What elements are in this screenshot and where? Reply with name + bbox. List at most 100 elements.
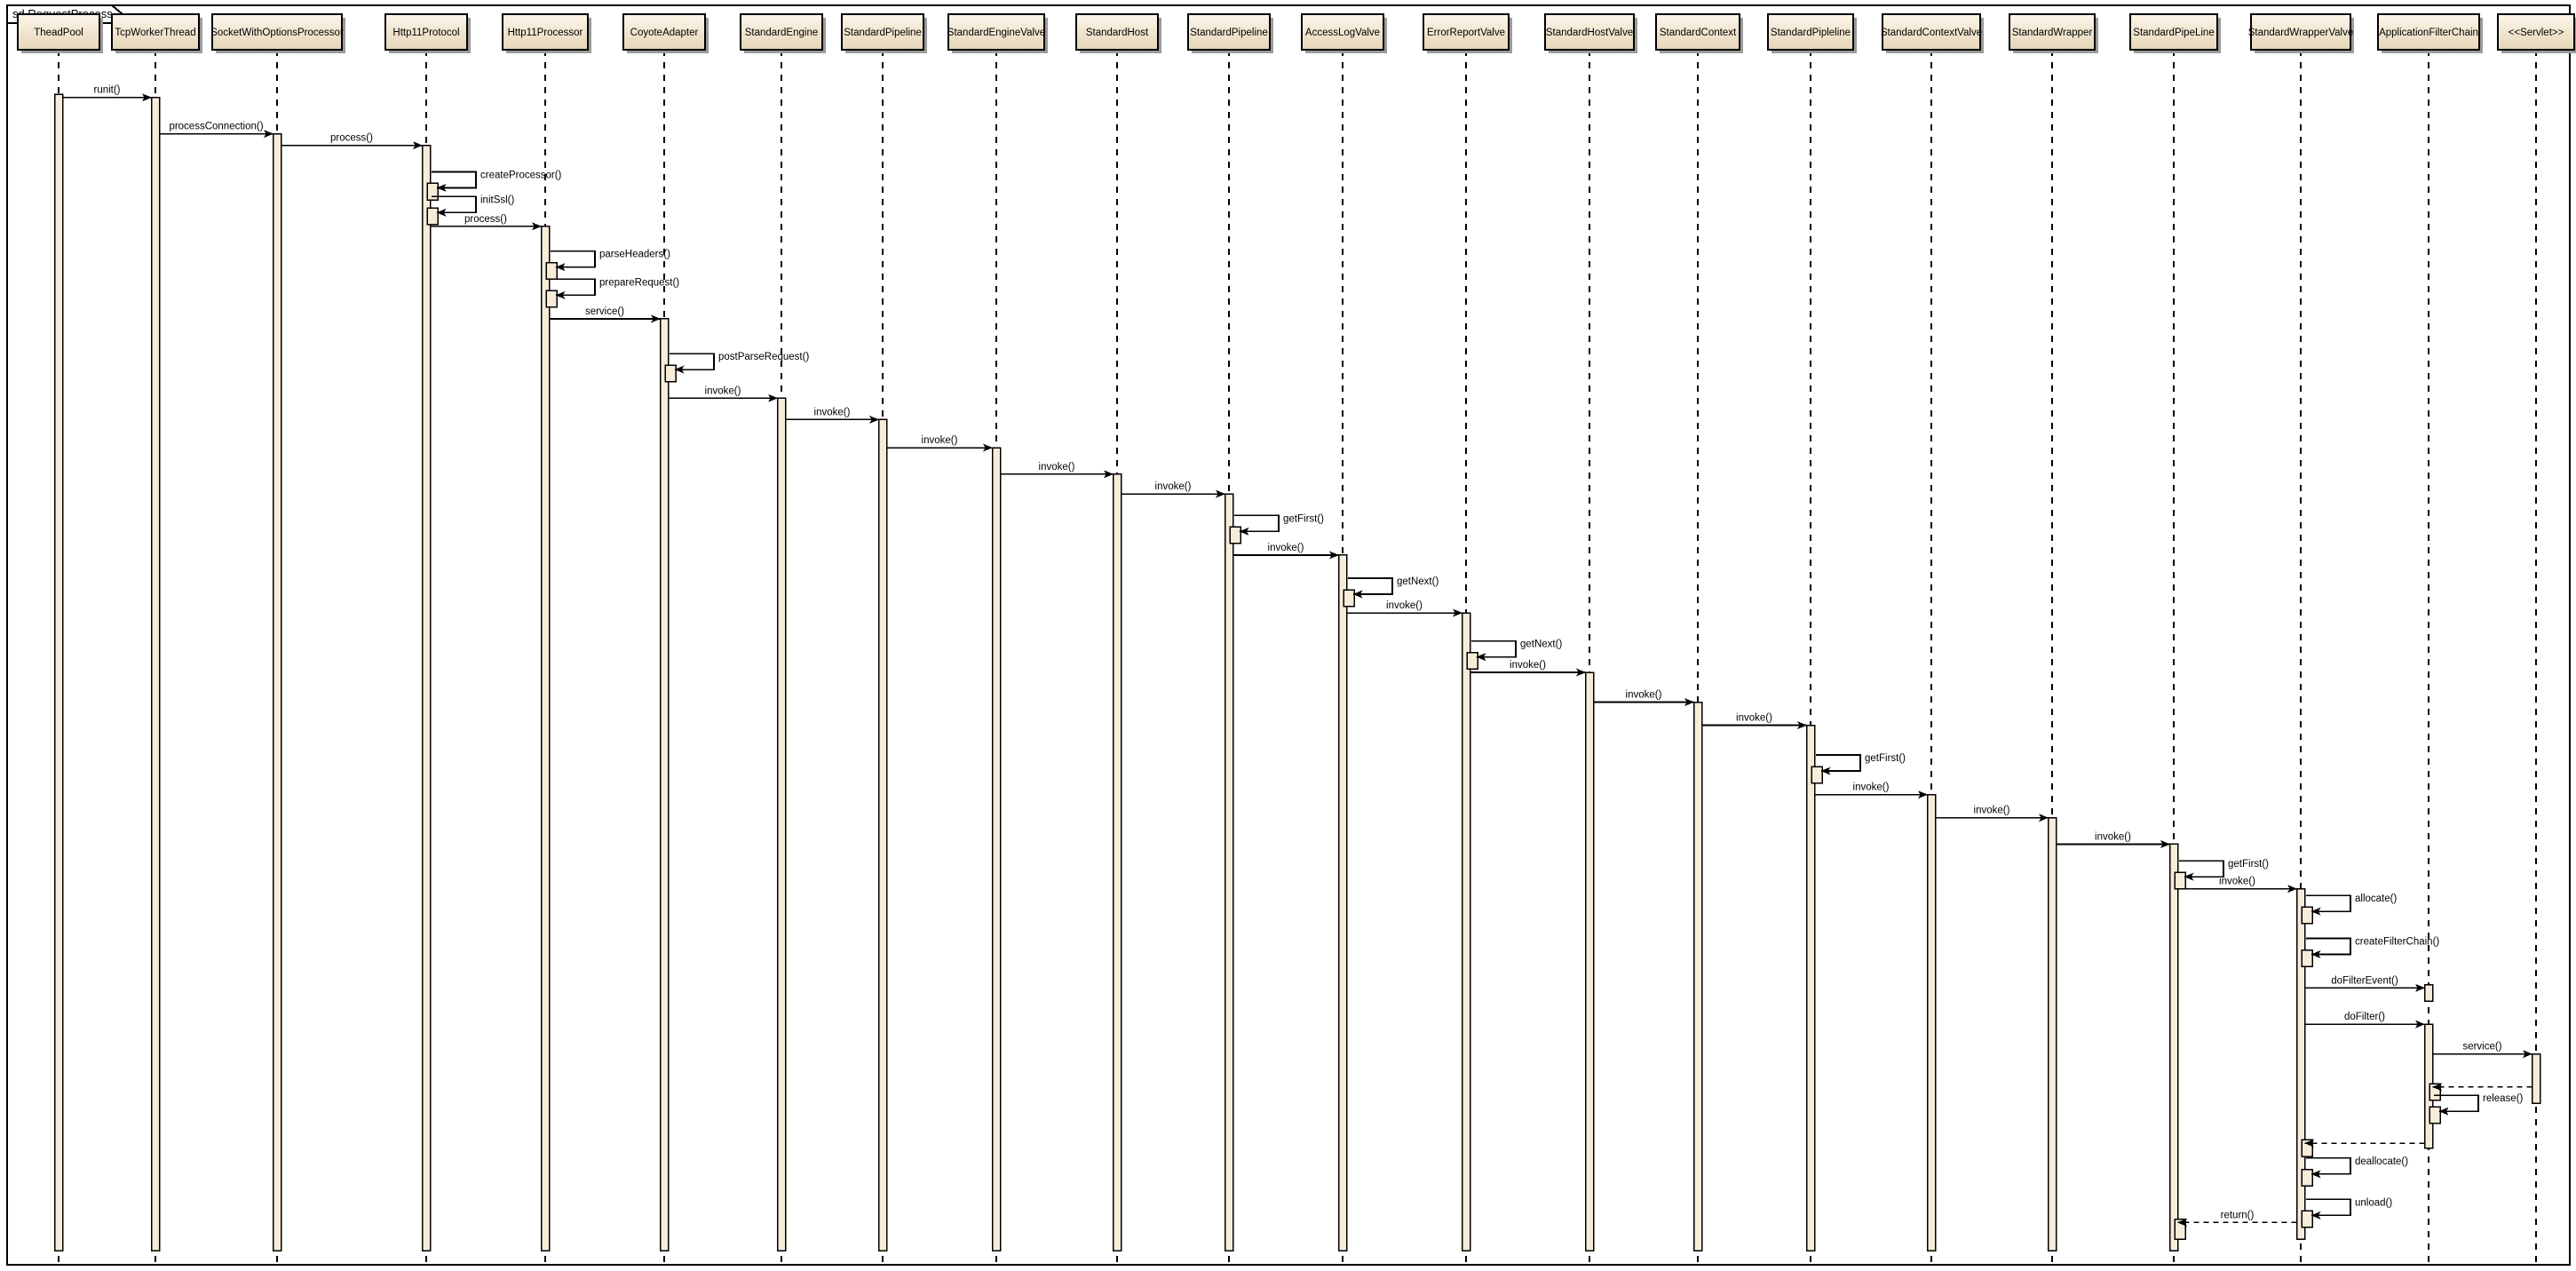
message-label: unload()	[2355, 1197, 2392, 1208]
message-5: process()	[430, 214, 542, 231]
activation-bar-http11proto	[426, 207, 439, 226]
participant-stdpipeline3[interactable]: StandardPipleline	[1767, 13, 1857, 53]
message-7: prepareRequest()	[551, 277, 679, 299]
participant-box[interactable]	[17, 13, 100, 51]
participant-errorrepvlv[interactable]: ErrorReportValve	[1423, 13, 1512, 53]
participant-box[interactable]	[1075, 13, 1159, 51]
participant-label: StandardPipeline	[1190, 28, 1268, 38]
message-arrow	[2306, 1157, 2351, 1179]
participant-stdpipeline4[interactable]: StandardPipeLine	[2129, 13, 2221, 53]
participant-box[interactable]	[2497, 13, 2575, 51]
message-label: invoke()	[2219, 877, 2255, 887]
frame-border	[6, 4, 2571, 1266]
message-label: service()	[2462, 1042, 2501, 1053]
participant-label: SocketWithOptionsProcessor	[210, 28, 344, 38]
message-6: parseHeaders()	[551, 250, 670, 272]
activation-bar-http11proto	[421, 144, 432, 1251]
participant-stdctxvlv[interactable]: StandardContextValve	[1881, 13, 1984, 53]
participant-threadpool[interactable]: TheadPool	[17, 13, 103, 53]
participant-box[interactable]	[2250, 13, 2351, 51]
participant-stdhostvlv[interactable]: StandardHostValve	[1544, 13, 1637, 53]
participant-box[interactable]	[1767, 13, 1854, 51]
participant-box[interactable]	[1187, 13, 1271, 51]
message-13: invoke()	[1000, 462, 1114, 479]
participant-box[interactable]	[1423, 13, 1510, 51]
participant-box[interactable]	[2009, 13, 2096, 51]
message-label: invoke()	[2095, 831, 2131, 842]
message-label: getNext()	[1397, 576, 1439, 587]
participant-tcpworker[interactable]: TcpWorkerThread	[111, 13, 202, 53]
participant-appfilter[interactable]: ApplicationFilterChain	[2377, 13, 2483, 53]
participant-box[interactable]	[947, 13, 1045, 51]
participant-box[interactable]	[841, 13, 924, 51]
message-label: invoke()	[1386, 600, 1423, 611]
message-9: postParseRequest()	[670, 352, 809, 374]
participant-stdpipeline2[interactable]: StandardPipeline	[1187, 13, 1273, 53]
message-arrow	[2306, 894, 2351, 916]
activation-bar-http11proto	[426, 182, 439, 201]
message-label: process()	[330, 133, 373, 144]
activation-bar-threadpool	[53, 93, 64, 1251]
participant-label: StandardHost	[1086, 28, 1149, 38]
participant-label: StandardEngine	[745, 28, 818, 38]
participant-http11proc[interactable]: Http11Processor	[502, 13, 591, 53]
diagram-frame: sd RequestProcess	[6, 4, 2571, 1266]
participant-box[interactable]	[2129, 13, 2218, 51]
message-17: getNext()	[1348, 576, 1439, 599]
participant-label: Http11Processor	[508, 28, 583, 38]
message-label: invoke()	[922, 435, 958, 446]
message-arrow	[1816, 754, 1861, 775]
participant-stdcontext[interactable]: StandardContext	[1655, 13, 1743, 53]
message-label: doFilterEvent()	[2331, 975, 2398, 986]
participant-label: StandardEngineValve	[947, 28, 1045, 38]
activation-bar-stdwrapper	[2047, 816, 2057, 1251]
activation-bar-accesslogvlv	[1337, 554, 1348, 1251]
participant-stdenginevlv[interactable]: StandardEngineValve	[947, 13, 1048, 53]
participant-label: ErrorReportValve	[1427, 28, 1505, 38]
message-37: deallocate()	[2306, 1156, 2408, 1179]
message-8: service()	[549, 306, 661, 323]
participant-servlet[interactable]: <<Servlet>>	[2497, 13, 2576, 53]
participant-label: StandardPipeline	[844, 28, 922, 38]
participant-box[interactable]	[1544, 13, 1635, 51]
activation-bar-stdpipeline1	[877, 418, 888, 1251]
participant-coyote[interactable]: CoyoteAdapter	[622, 13, 709, 53]
message-label: invoke()	[1853, 782, 1890, 793]
participant-label: StandardHostValve	[1546, 28, 1633, 38]
participant-box[interactable]	[502, 13, 589, 51]
message-4: initSsl()	[432, 195, 515, 217]
participant-http11proto[interactable]: Http11Protocol	[384, 13, 471, 53]
participant-box[interactable]	[740, 13, 823, 51]
participant-box[interactable]	[622, 13, 706, 51]
participant-stdwrapper[interactable]: StandardWrapper	[2009, 13, 2098, 53]
activation-bar-http11proc	[545, 261, 558, 281]
message-label: runit()	[93, 85, 120, 96]
participant-stdhost[interactable]: StandardHost	[1075, 13, 1161, 53]
message-label: createFilterChain()	[2355, 937, 2439, 948]
activation-bar-servlet	[2531, 1053, 2541, 1105]
participant-box[interactable]	[1301, 13, 1384, 51]
participant-box[interactable]	[2377, 13, 2480, 51]
participant-label: TheadPool	[34, 28, 83, 38]
participant-stdengine[interactable]: StandardEngine	[740, 13, 826, 53]
message-label: doFilter()	[2344, 1012, 2385, 1022]
activation-bar-coyote	[659, 318, 670, 1251]
message-arrow	[551, 250, 596, 272]
participant-box[interactable]	[111, 13, 200, 51]
activations-layer	[53, 93, 2541, 1251]
participant-box[interactable]	[1882, 13, 1981, 51]
participant-socketproc[interactable]: SocketWithOptionsProcessor	[210, 13, 345, 53]
message-10: invoke()	[668, 385, 778, 402]
message-label: invoke()	[1736, 713, 1772, 724]
participant-stdpipeline1[interactable]: StandardPipeline	[841, 13, 927, 53]
participant-label: Http11Protocol	[392, 28, 459, 38]
participant-box[interactable]	[1655, 13, 1740, 51]
participant-box[interactable]	[211, 13, 343, 51]
participant-label: ApplicationFilterChain	[2379, 28, 2478, 38]
participant-box[interactable]	[384, 13, 468, 51]
activation-bar-stdwrapvlv	[2301, 1169, 2313, 1188]
participant-accesslogvlv[interactable]: AccessLogValve	[1301, 13, 1387, 53]
participant-label: StandardContext	[1660, 28, 1737, 38]
activation-bar-errorrepvlv	[1466, 651, 1478, 671]
participant-stdwrapvlv[interactable]: StandardWrapperValve	[2248, 13, 2354, 53]
